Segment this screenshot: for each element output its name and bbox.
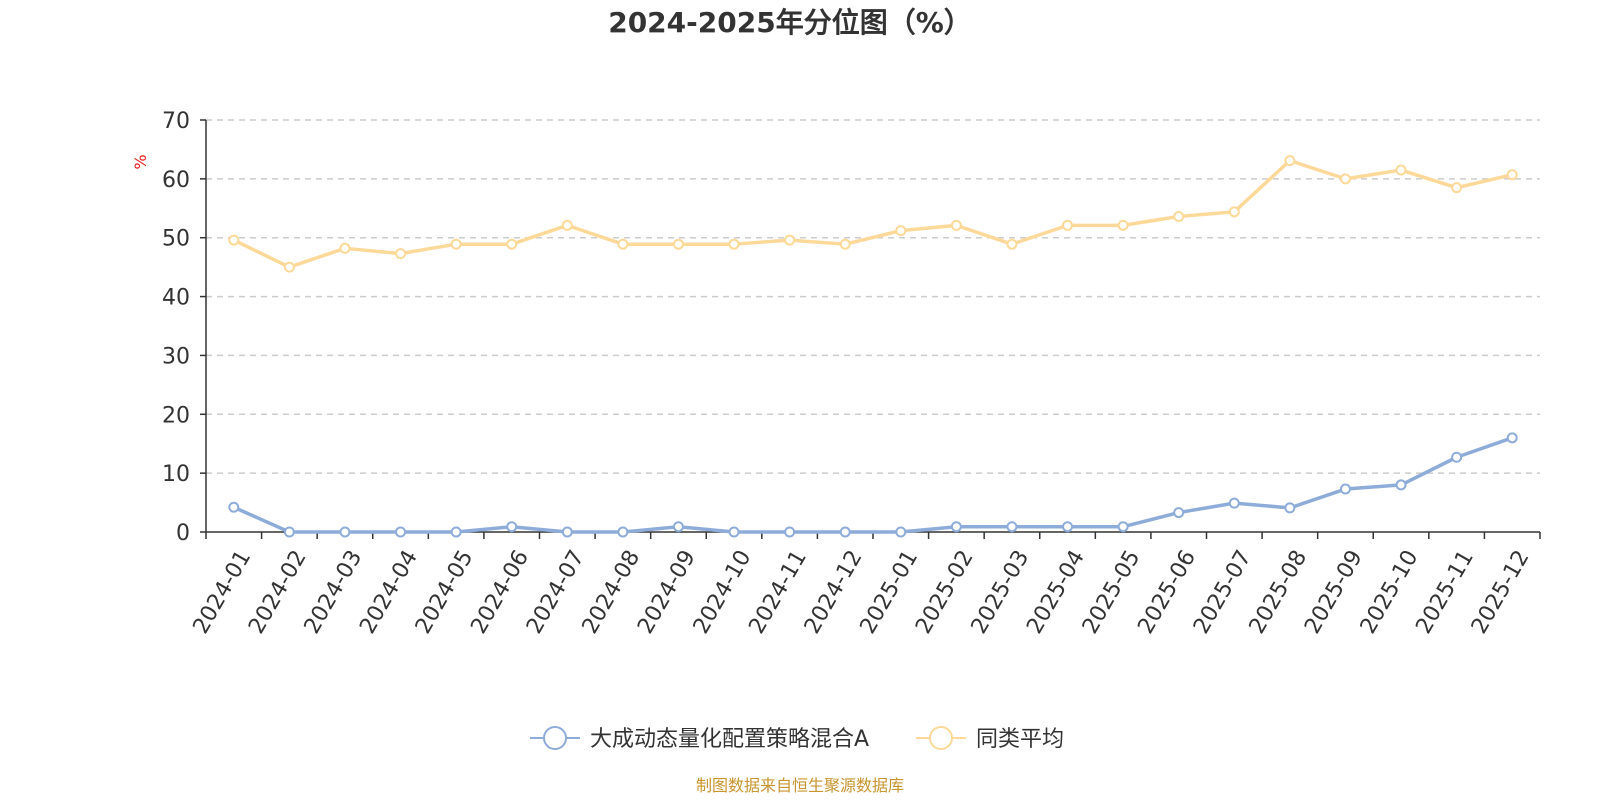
data-point-0[interactable] — [672, 521, 684, 533]
data-point-1[interactable] — [1451, 182, 1463, 194]
data-point-0[interactable] — [395, 526, 407, 538]
data-point-0[interactable] — [950, 521, 962, 533]
legend-circle-icon — [543, 726, 567, 750]
legend[interactable]: 大成动态量化配置策略混合A 同类平均 — [530, 726, 1064, 752]
data-point-0[interactable] — [228, 501, 240, 513]
series-line-0 — [233, 436, 1513, 534]
y-tick-label: 0 — [176, 521, 190, 546]
legend-label: 大成动态量化配置策略混合A — [590, 727, 869, 752]
grid-lines — [206, 119, 1540, 474]
data-point-0[interactable] — [617, 526, 629, 538]
data-point-0[interactable] — [1062, 521, 1074, 533]
legend-item-1[interactable]: 同类平均 — [916, 726, 1064, 752]
y-tick-label: 10 — [162, 462, 190, 487]
chart-title: 2024-2025年分位图（%） — [608, 6, 972, 39]
data-point-1[interactable] — [1506, 169, 1518, 181]
data-point-0[interactable] — [450, 526, 462, 538]
series-line-1 — [233, 158, 1513, 269]
data-point-1[interactable] — [784, 234, 796, 246]
data-point-1[interactable] — [1173, 211, 1185, 223]
y-tick-label: 30 — [162, 344, 190, 369]
data-point-1[interactable] — [1339, 173, 1351, 185]
data-point-1[interactable] — [950, 219, 962, 231]
data-point-1[interactable] — [895, 225, 907, 237]
data-point-0[interactable] — [1006, 521, 1018, 533]
data-point-1[interactable] — [1284, 155, 1296, 167]
y-tick-label: 20 — [162, 403, 190, 428]
data-point-0[interactable] — [1117, 521, 1129, 533]
data-point-1[interactable] — [450, 238, 462, 250]
data-point-1[interactable] — [506, 238, 518, 250]
data-point-0[interactable] — [895, 526, 907, 538]
data-point-1[interactable] — [1062, 219, 1074, 231]
data-point-1[interactable] — [561, 219, 573, 231]
data-point-0[interactable] — [1339, 483, 1351, 495]
data-point-1[interactable] — [728, 238, 740, 250]
y-tick-label: 60 — [162, 168, 190, 193]
legend-item-0[interactable]: 大成动态量化配置策略混合A — [530, 726, 869, 752]
legend-label: 同类平均 — [976, 727, 1064, 752]
data-point-0[interactable] — [1506, 432, 1518, 444]
data-point-1[interactable] — [1006, 238, 1018, 250]
y-tick-label: 50 — [162, 227, 190, 252]
axes: 0102030405060702024-012024-022024-032024… — [162, 109, 1541, 638]
data-point-0[interactable] — [506, 521, 518, 533]
data-point-1[interactable] — [617, 238, 629, 250]
legend-circle-icon — [929, 726, 953, 750]
data-point-0[interactable] — [1173, 507, 1185, 519]
data-point-0[interactable] — [561, 526, 573, 538]
y-tick-label: 70 — [162, 109, 190, 134]
data-point-1[interactable] — [395, 248, 407, 260]
data-point-1[interactable] — [672, 238, 684, 250]
data-point-1[interactable] — [1117, 219, 1129, 231]
data-point-0[interactable] — [339, 526, 351, 538]
data-point-0[interactable] — [839, 526, 851, 538]
y-tick-label: 40 — [162, 286, 190, 311]
data-point-0[interactable] — [1228, 497, 1240, 509]
data-point-1[interactable] — [339, 242, 351, 254]
y-axis-unit-label: % — [131, 154, 150, 169]
data-point-1[interactable] — [228, 234, 240, 246]
data-point-0[interactable] — [283, 526, 295, 538]
series-lines — [228, 155, 1518, 538]
data-point-1[interactable] — [283, 261, 295, 273]
data-point-1[interactable] — [1228, 206, 1240, 218]
data-source-note: 制图数据来自恒生聚源数据库 — [696, 776, 904, 795]
data-point-0[interactable] — [1284, 502, 1296, 514]
data-point-0[interactable] — [1395, 479, 1407, 491]
data-point-1[interactable] — [839, 238, 851, 250]
data-point-0[interactable] — [784, 526, 796, 538]
data-point-0[interactable] — [1451, 451, 1463, 463]
data-point-0[interactable] — [728, 526, 740, 538]
data-point-1[interactable] — [1395, 164, 1407, 176]
